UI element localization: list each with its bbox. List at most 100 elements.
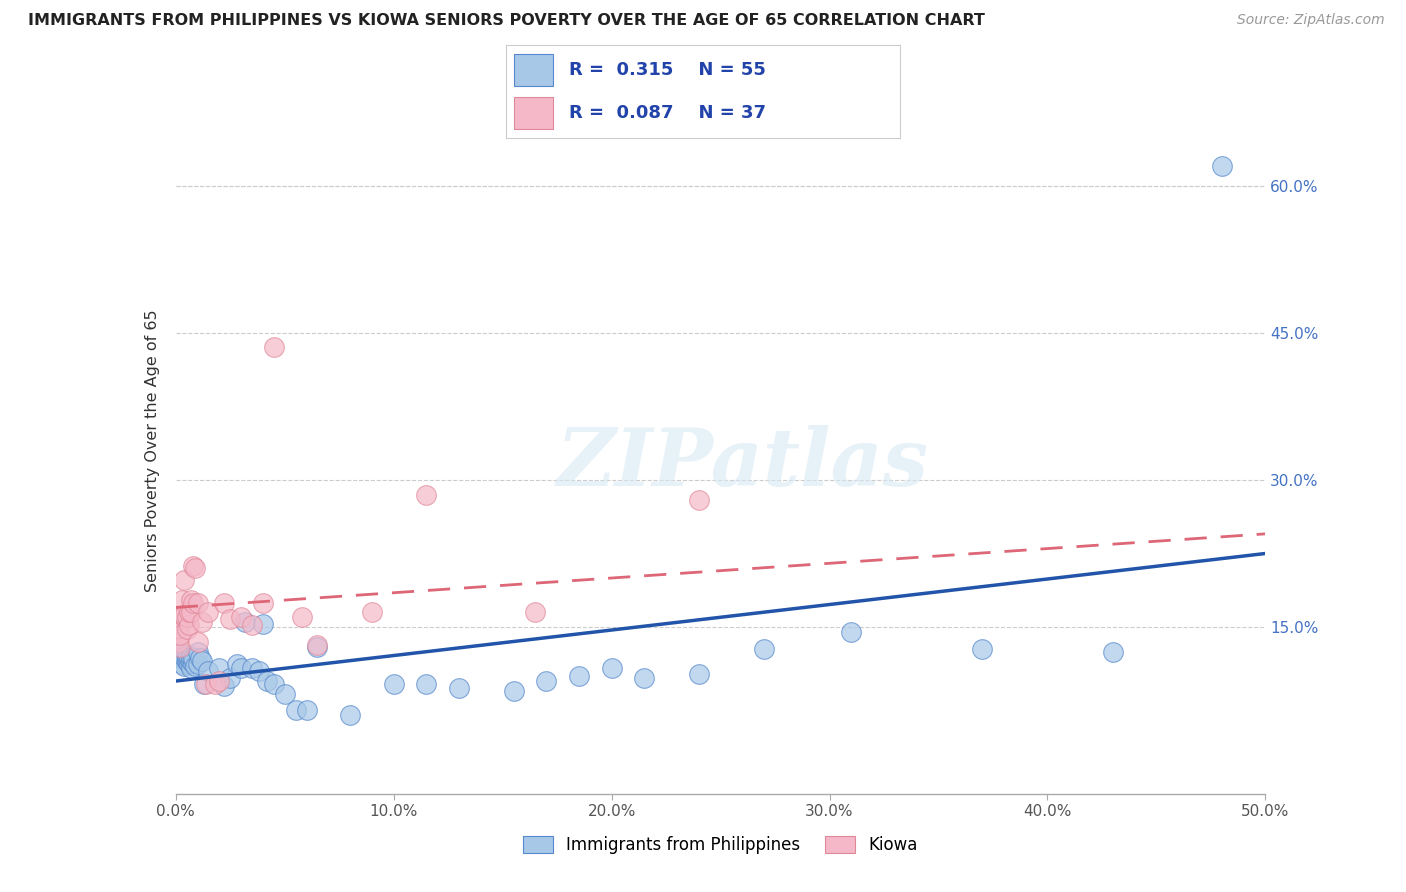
- Point: [177, 651, 200, 665]
- Point: [181, 559, 204, 574]
- Point: [180, 655, 202, 669]
- Point: [167, 622, 190, 636]
- Point: [256, 674, 278, 689]
- Point: [841, 624, 863, 639]
- Point: [169, 648, 191, 662]
- Point: [1102, 644, 1125, 658]
- Point: [688, 667, 710, 681]
- Point: [600, 661, 623, 675]
- Point: [173, 573, 195, 587]
- Point: [197, 664, 219, 679]
- Point: [415, 677, 437, 691]
- Point: [1211, 159, 1233, 173]
- Point: [247, 664, 270, 679]
- Point: [176, 648, 198, 662]
- Point: [184, 561, 207, 575]
- Point: [204, 677, 226, 691]
- Point: [180, 605, 202, 619]
- Point: [172, 657, 194, 672]
- Point: [284, 703, 307, 717]
- Point: [191, 655, 214, 669]
- Point: [415, 488, 437, 502]
- Y-axis label: Seniors Poverty Over the Age of 65: Seniors Poverty Over the Age of 65: [145, 310, 160, 591]
- Point: [177, 605, 200, 619]
- Point: [502, 683, 524, 698]
- Point: [186, 657, 209, 672]
- Point: [524, 605, 547, 619]
- Text: ZIPatlas: ZIPatlas: [557, 425, 928, 503]
- Point: [167, 644, 190, 658]
- Point: [169, 651, 191, 665]
- Point: [177, 657, 200, 672]
- Point: [688, 492, 710, 507]
- Point: [252, 617, 274, 632]
- Point: [240, 661, 263, 675]
- Point: [307, 638, 329, 652]
- Point: [252, 596, 274, 610]
- Point: [263, 677, 285, 691]
- Bar: [515, 54, 554, 86]
- Point: [176, 610, 198, 624]
- Point: [180, 592, 202, 607]
- Point: [169, 640, 191, 654]
- Point: [208, 674, 231, 689]
- Point: [197, 605, 219, 619]
- Point: [360, 605, 382, 619]
- Point: [177, 618, 200, 632]
- Point: [181, 596, 204, 610]
- Text: R =  0.315    N = 55: R = 0.315 N = 55: [569, 61, 766, 78]
- Point: [195, 677, 218, 691]
- Point: [172, 592, 194, 607]
- Point: [447, 681, 470, 695]
- Point: [291, 610, 314, 624]
- Point: [167, 635, 190, 649]
- Point: [534, 674, 557, 689]
- Point: [295, 703, 318, 717]
- Point: [208, 661, 231, 675]
- Text: IMMIGRANTS FROM PHILIPPINES VS KIOWA SENIORS POVERTY OVER THE AGE OF 65 CORRELAT: IMMIGRANTS FROM PHILIPPINES VS KIOWA SEN…: [28, 13, 986, 29]
- Point: [754, 641, 776, 656]
- Point: [172, 608, 194, 623]
- Point: [219, 671, 242, 685]
- Point: [212, 679, 235, 693]
- Text: R =  0.087    N = 37: R = 0.087 N = 37: [569, 104, 766, 122]
- Point: [235, 615, 257, 630]
- Point: [633, 671, 655, 685]
- Point: [186, 596, 209, 610]
- Point: [176, 651, 198, 665]
- Point: [191, 615, 214, 630]
- Point: [219, 612, 242, 626]
- Point: [173, 649, 195, 664]
- Point: [263, 341, 285, 355]
- Bar: [515, 97, 554, 129]
- Point: [180, 661, 202, 675]
- Point: [240, 618, 263, 632]
- Point: [970, 641, 993, 656]
- Point: [172, 646, 194, 660]
- Point: [188, 651, 211, 665]
- Point: [169, 628, 191, 642]
- Point: [212, 596, 235, 610]
- Point: [181, 651, 204, 665]
- Point: [307, 640, 329, 654]
- Point: [225, 657, 247, 672]
- Point: [231, 661, 253, 675]
- Text: Source: ZipAtlas.com: Source: ZipAtlas.com: [1237, 13, 1385, 28]
- Point: [382, 677, 405, 691]
- Legend: Immigrants from Philippines, Kiowa: Immigrants from Philippines, Kiowa: [523, 836, 918, 855]
- Point: [172, 651, 194, 665]
- Point: [181, 657, 204, 671]
- Point: [180, 649, 202, 664]
- Point: [173, 659, 195, 673]
- Point: [339, 708, 361, 723]
- Point: [173, 608, 195, 623]
- Point: [184, 659, 207, 673]
- Point: [173, 610, 195, 624]
- Point: [274, 687, 297, 701]
- Point: [186, 635, 209, 649]
- Point: [231, 610, 253, 624]
- Point: [176, 655, 198, 669]
- Point: [186, 644, 209, 658]
- Point: [193, 677, 215, 691]
- Point: [568, 669, 591, 683]
